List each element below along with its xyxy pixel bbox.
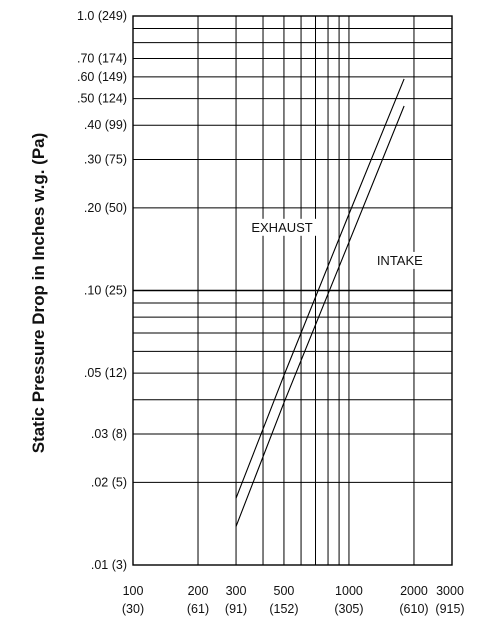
x-tick-sublabel: (61) bbox=[187, 602, 209, 616]
x-tick-sublabel: (915) bbox=[435, 602, 464, 616]
y-tick-label: .40 (99) bbox=[84, 118, 127, 132]
y-tick-label: .01 (3) bbox=[91, 558, 127, 572]
x-tick-label: 2000 bbox=[400, 584, 428, 598]
series-label-exhaust: EXHAUST bbox=[251, 220, 312, 235]
x-tick-label: 1000 bbox=[335, 584, 363, 598]
y-tick-label: .10 (25) bbox=[84, 284, 127, 298]
x-tick-label: 300 bbox=[226, 584, 247, 598]
x-tick-label: 3000 bbox=[436, 584, 464, 598]
y-tick-label: .02 (5) bbox=[91, 475, 127, 489]
y-tick-label: 1.0 (249) bbox=[77, 9, 127, 23]
y-tick-label: .05 (12) bbox=[84, 366, 127, 380]
x-tick-label: 500 bbox=[274, 584, 295, 598]
plot-frame bbox=[132, 15, 453, 566]
annotation-bg bbox=[369, 251, 431, 269]
y-tick-label: .70 (174) bbox=[77, 52, 127, 66]
annotation-bg bbox=[246, 218, 318, 236]
x-tick-label: 100 bbox=[123, 584, 144, 598]
y-tick-label: .50 (124) bbox=[77, 92, 127, 106]
y-tick-label: .03 (8) bbox=[91, 427, 127, 441]
x-tick-sublabel: (305) bbox=[334, 602, 363, 616]
y-tick-label: .30 (75) bbox=[84, 153, 127, 167]
x-tick-sublabel: (610) bbox=[399, 602, 428, 616]
x-tick-label: 200 bbox=[188, 584, 209, 598]
series-line-intake bbox=[235, 105, 405, 527]
y-tick-label: .20 (50) bbox=[84, 201, 127, 215]
y-tick-label: .60 (149) bbox=[77, 70, 127, 84]
x-tick-sublabel: (91) bbox=[225, 602, 247, 616]
x-tick-sublabel: (152) bbox=[269, 602, 298, 616]
y-axis-label: Static Pressure Drop in Inches w.g. (Pa) bbox=[29, 133, 48, 454]
x-tick-sublabel: (30) bbox=[122, 602, 144, 616]
series-label-intake: INTAKE bbox=[377, 253, 423, 268]
series-line-exhaust bbox=[235, 78, 405, 499]
